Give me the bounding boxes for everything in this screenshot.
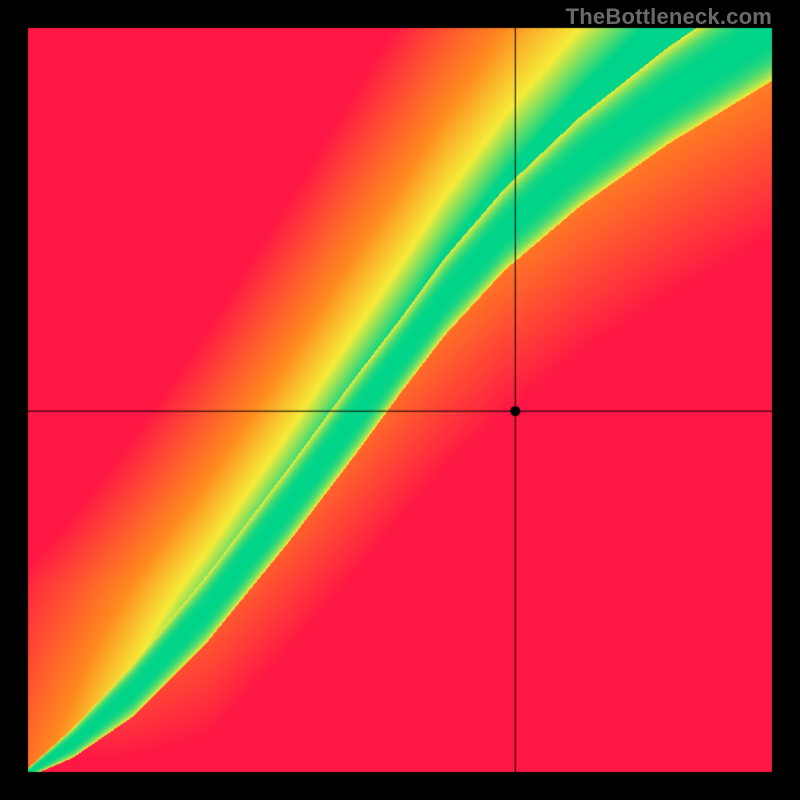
chart-container: TheBottleneck.com	[0, 0, 800, 800]
watermark-text: TheBottleneck.com	[566, 4, 772, 30]
heatmap-canvas	[0, 0, 800, 800]
